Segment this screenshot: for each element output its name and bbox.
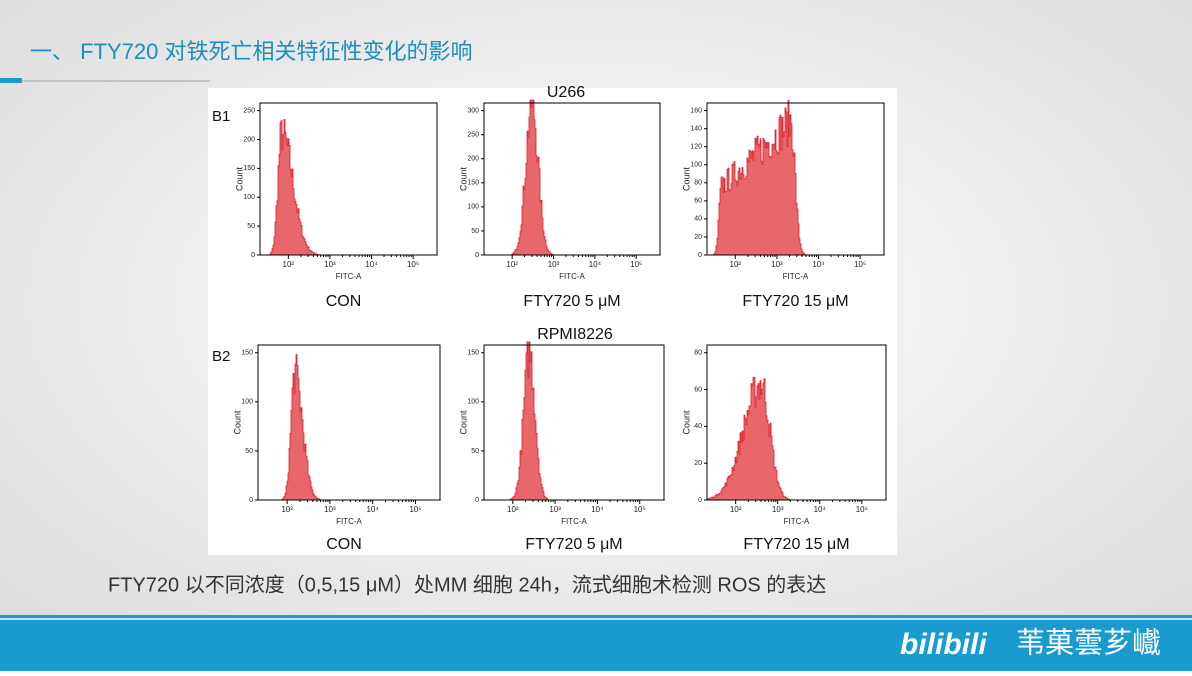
footer-bar <box>0 615 1192 671</box>
x-tick-label: 10⁵ <box>854 260 866 269</box>
x-tick-label: 10³ <box>549 505 561 514</box>
y-tick-label: 120 <box>690 144 702 151</box>
y-tick-label: 0 <box>475 252 479 259</box>
x-tick-label: 10⁵ <box>409 505 421 514</box>
y-tick-label: 150 <box>243 165 255 172</box>
x-tick-label: 10³ <box>548 260 560 269</box>
y-tick-label: 300 <box>467 107 479 114</box>
y-tick-label: 40 <box>694 216 702 223</box>
y-tick-label: 50 <box>471 228 479 235</box>
y-axis-label: Count <box>234 167 244 192</box>
x-tick-label: 10² <box>506 260 518 269</box>
y-tick-label: 100 <box>690 162 702 169</box>
x-axis-label: FITC-A <box>561 517 587 526</box>
plot-frame <box>706 102 885 256</box>
condition-label: FTY720 15 μM <box>743 536 849 553</box>
y-tick-label: 150 <box>467 180 479 187</box>
slide-title: 一、 FTY720 对铁死亡相关特征性变化的影响 <box>30 39 472 64</box>
plot-frame <box>706 344 887 501</box>
x-tick-label: 10⁵ <box>634 505 646 514</box>
y-tick-label: 0 <box>698 252 702 259</box>
y-tick-label: 20 <box>694 234 702 241</box>
y-tick-label: 100 <box>243 194 255 201</box>
x-axis-label: FITC-A <box>783 272 809 281</box>
x-tick-label: 10⁵ <box>856 505 868 514</box>
row-label: B1 <box>212 108 230 125</box>
y-tick-label: 60 <box>694 386 702 393</box>
y-tick-label: 80 <box>694 180 702 187</box>
x-axis-label: FITC-A <box>784 517 810 526</box>
y-axis-label: Count <box>681 410 691 435</box>
x-tick-label: 10³ <box>324 260 336 269</box>
y-tick-label: 200 <box>243 136 255 143</box>
footer-watermark: 苇菓蕓芗巇 <box>1016 627 1161 660</box>
y-tick-label: 140 <box>690 125 702 132</box>
x-tick-label: 10² <box>281 505 293 514</box>
x-tick-label: 10⁴ <box>589 260 602 269</box>
y-tick-label: 100 <box>467 204 479 211</box>
row-label: B2 <box>212 348 230 365</box>
y-tick-label: 250 <box>467 132 479 139</box>
x-tick-label: 10⁴ <box>365 260 378 269</box>
x-axis-label: FITC-A <box>559 272 585 281</box>
x-axis-label: FITC-A <box>336 272 362 281</box>
caption: FTY720 以不同浓度（0,5,15 μM）处MM 细胞 24h，流式细胞术检… <box>108 573 826 596</box>
x-tick-label: 10³ <box>324 505 336 514</box>
condition-label: FTY720 5 μM <box>523 293 620 310</box>
x-tick-label: 10⁵ <box>407 260 419 269</box>
y-tick-label: 100 <box>241 399 253 406</box>
y-tick-label: 80 <box>694 350 702 357</box>
footer-logo: bilibili <box>900 628 987 661</box>
x-tick-label: 10² <box>730 260 742 269</box>
x-tick-label: 10⁴ <box>591 505 604 514</box>
x-tick-label: 10³ <box>771 260 783 269</box>
y-tick-label: 250 <box>243 107 255 114</box>
y-tick-label: 60 <box>694 198 702 205</box>
y-axis-label: Count <box>232 410 242 435</box>
y-tick-label: 40 <box>694 423 702 430</box>
x-tick-label: 10² <box>283 260 295 269</box>
x-axis-label: FITC-A <box>336 517 362 526</box>
y-axis-label: Count <box>458 410 468 435</box>
y-tick-label: 0 <box>698 497 702 504</box>
y-tick-label: 0 <box>251 252 255 259</box>
y-tick-label: 20 <box>694 460 702 467</box>
plot-frame <box>259 102 438 256</box>
plot-frame <box>483 102 661 256</box>
x-tick-label: 10² <box>507 505 519 514</box>
cell-line-label: U266 <box>547 84 585 101</box>
y-tick-label: 0 <box>475 497 479 504</box>
condition-label: CON <box>326 293 362 310</box>
y-tick-label: 150 <box>467 350 479 357</box>
title-accent <box>0 78 22 83</box>
y-axis-label: Count <box>681 167 691 192</box>
x-tick-label: 10⁵ <box>630 260 642 269</box>
y-tick-label: 160 <box>690 107 702 114</box>
y-tick-label: 50 <box>245 448 253 455</box>
y-tick-label: 50 <box>247 223 255 230</box>
y-tick-label: 150 <box>241 350 253 357</box>
x-tick-label: 10³ <box>772 505 784 514</box>
x-tick-label: 10² <box>730 505 742 514</box>
y-axis-label: Count <box>458 167 468 192</box>
plot-frame <box>257 344 441 501</box>
condition-label: FTY720 15 μM <box>742 293 848 310</box>
y-tick-label: 50 <box>471 448 479 455</box>
plot-frame <box>483 344 665 501</box>
x-tick-label: 10⁴ <box>812 260 825 269</box>
condition-label: FTY720 5 μM <box>525 536 622 553</box>
y-tick-label: 0 <box>249 497 253 504</box>
y-tick-label: 100 <box>467 399 479 406</box>
y-tick-label: 200 <box>467 156 479 163</box>
condition-label: CON <box>326 536 362 553</box>
x-tick-label: 10⁴ <box>366 505 379 514</box>
x-tick-label: 10⁴ <box>814 505 827 514</box>
cell-line-label: RPMI8226 <box>537 326 613 343</box>
